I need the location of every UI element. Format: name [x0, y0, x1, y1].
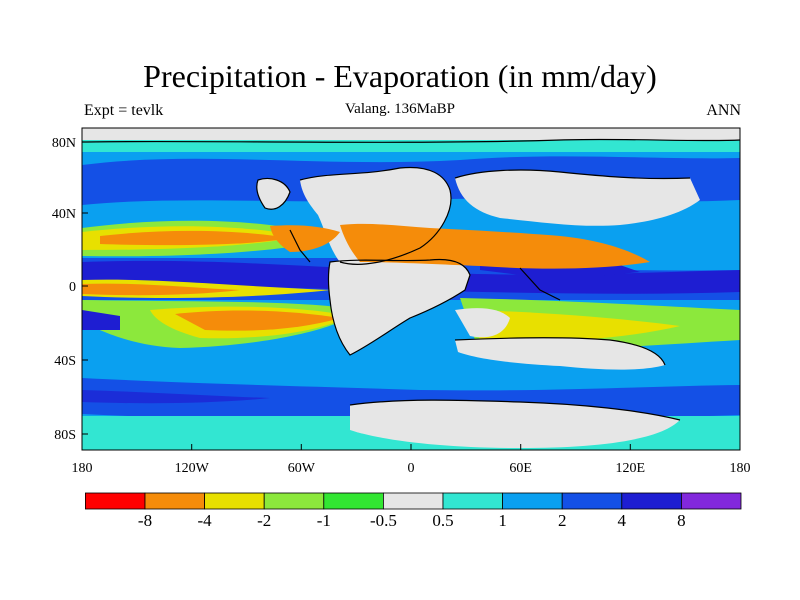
- y-tick-label: 40S: [54, 354, 76, 369]
- colorbar-label: 8: [677, 511, 686, 530]
- plot-subtitle: Valang. 136MaBP: [345, 101, 455, 117]
- y-tick-label: 40N: [52, 207, 76, 222]
- x-tick-label: 60E: [509, 461, 532, 476]
- colorbar-label: -0.5: [370, 511, 397, 530]
- x-tick-label: 60W: [288, 461, 316, 476]
- map-field: [82, 128, 740, 450]
- plot-title: Precipitation - Evaporation (in mm/day): [143, 58, 657, 94]
- experiment-label: Expt = tevlk: [84, 102, 164, 119]
- colorbar-swatch: [681, 492, 742, 510]
- colorbar-label: -4: [198, 511, 213, 530]
- colorbar-swatch: [85, 492, 146, 510]
- y-tick-label: 80S: [54, 428, 76, 443]
- y-axis-labels: 80N 40N 0 40S 80S: [52, 136, 76, 443]
- x-tick-label: 120E: [616, 461, 646, 476]
- colorbar-label: -8: [138, 511, 152, 530]
- colorbar-swatch: [621, 492, 682, 510]
- colorbar-swatch: [442, 492, 503, 510]
- period-label: ANN: [706, 102, 741, 119]
- colorbar-label: 2: [558, 511, 567, 530]
- colorbar-label: 4: [618, 511, 627, 530]
- x-tick-label: 180: [730, 461, 751, 476]
- colorbar-swatch: [502, 492, 563, 510]
- x-tick-label: 0: [408, 461, 415, 476]
- colorbar-swatch: [263, 492, 325, 510]
- colorbar-swatch: [382, 492, 444, 510]
- colorbar-label: -1: [317, 511, 331, 530]
- x-tick-label: 120W: [175, 461, 210, 476]
- x-axis-labels: 180 120W 60W 0 60E 120E 180: [72, 461, 751, 476]
- x-tick-label: 180: [72, 461, 93, 476]
- colorbar-swatch: [323, 492, 384, 510]
- axis-ticks: [81, 141, 741, 450]
- colorbar-swatch: [144, 492, 205, 510]
- colorbar-labels: -8 -4 -2 -1 -0.5 0.5 1 2 4 8: [138, 511, 686, 530]
- colorbar: [85, 492, 742, 510]
- y-tick-label: 80N: [52, 136, 76, 151]
- colorbar-label: -2: [257, 511, 271, 530]
- colorbar-swatch: [204, 492, 265, 510]
- colorbar-swatch: [561, 492, 623, 510]
- colorbar-label: 0.5: [432, 511, 453, 530]
- y-tick-label: 0: [69, 280, 76, 295]
- colorbar-label: 1: [498, 511, 507, 530]
